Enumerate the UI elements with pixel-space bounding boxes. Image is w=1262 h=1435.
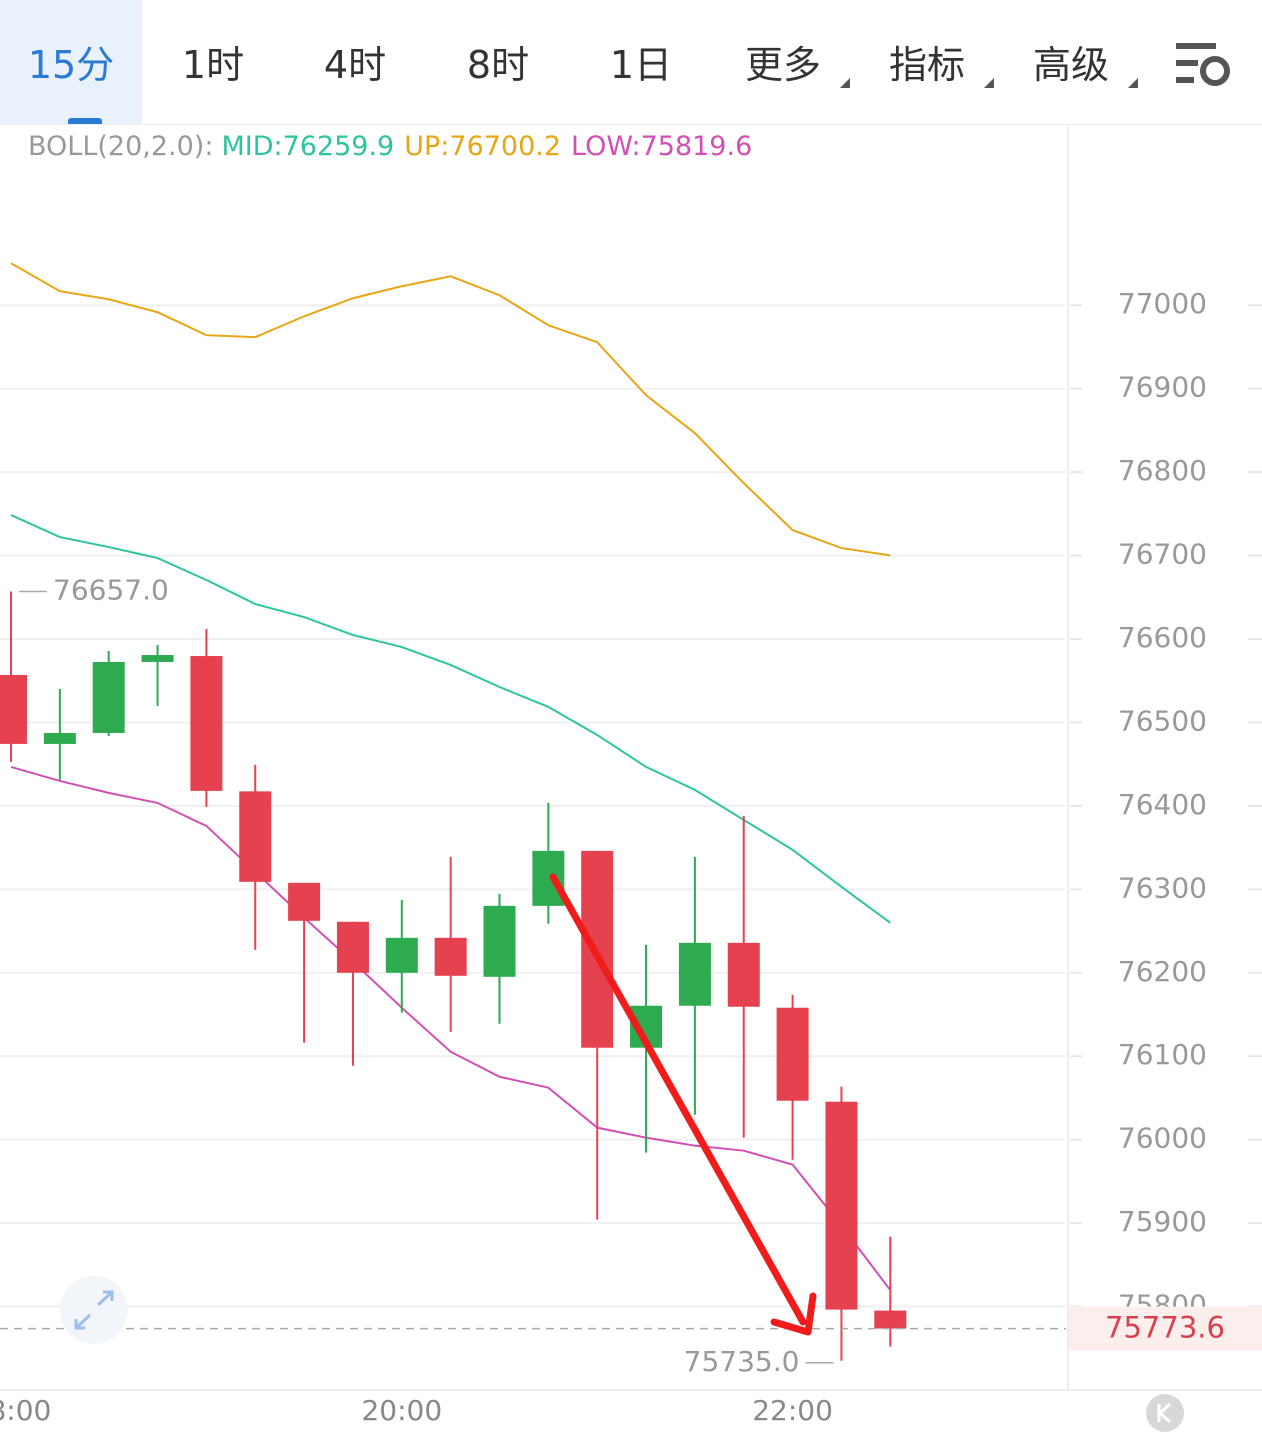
candle-body (0, 674, 27, 744)
dropdown-mark (1128, 78, 1138, 88)
tab[interactable]: 15分 (0, 0, 142, 124)
candle-body (385, 937, 418, 973)
candle-body (190, 656, 223, 791)
plot: 76657.0 75735.0 75773.6 (0, 262, 1262, 1378)
legend-entry: MID:76259.9 (221, 131, 394, 162)
y-tick-label: 76500 (1118, 704, 1207, 737)
tab[interactable]: 高级 (1032, 43, 1109, 87)
y-tick-label: 76700 (1118, 538, 1207, 571)
arrow-head (770, 1292, 817, 1336)
k-bg[interactable] (1146, 1394, 1184, 1432)
x-tick-label: 20:00 (361, 1394, 442, 1427)
tab[interactable]: 4时 (323, 43, 387, 87)
expand-icon[interactable] (74, 1290, 114, 1330)
settings-icon[interactable] (1176, 43, 1230, 86)
candle-body (92, 661, 125, 733)
last-price-label: 75773.6 (1105, 1311, 1225, 1345)
y-tick-label: 76000 (1118, 1122, 1207, 1155)
candle-body (239, 791, 272, 882)
candle-body (678, 942, 711, 1006)
y-tick-label: 76800 (1118, 454, 1207, 487)
tab[interactable]: 1日 (609, 43, 673, 87)
candle-body (141, 655, 174, 662)
candle-body (483, 905, 516, 977)
candle-body (776, 1007, 809, 1101)
y-tick-label: 76600 (1118, 621, 1207, 654)
icon-line[interactable] (1176, 60, 1198, 66)
k-button[interactable] (1146, 1394, 1184, 1432)
candle-body (825, 1101, 858, 1310)
icon-gear[interactable] (1200, 56, 1230, 86)
y-tick-label: 76300 (1118, 871, 1207, 904)
legend-text: BOLL(20,2.0): MID:76259.9 UP:76700.2 LOW:75… (28, 131, 752, 162)
toolbar: 15分 1时 4时 8时 1日 更多 指标 高级 (0, 0, 1262, 125)
dropdown-mark (840, 78, 850, 88)
legend-entry: LOW:75819.6 (571, 131, 752, 162)
dropdown-mark (984, 78, 994, 88)
candle-body (532, 850, 565, 906)
candle-body (336, 921, 369, 973)
x-tick-label: 22:00 (752, 1394, 833, 1427)
grid: 7580075900760007610076200763007640076500… (0, 287, 1262, 1427)
tab[interactable]: 8时 (466, 43, 530, 87)
trend-arrow (549, 873, 817, 1336)
candle-body (434, 937, 467, 976)
candle-body (288, 882, 321, 921)
tab[interactable]: 1时 (181, 43, 245, 87)
boll-line (10, 765, 892, 1291)
annotation-label: 75735.0 (684, 1345, 800, 1378)
y-tick-label: 75900 (1118, 1205, 1207, 1238)
y-tick-label: 76100 (1118, 1038, 1207, 1071)
expand-bg[interactable] (60, 1276, 128, 1344)
legend: BOLL(20,2.0): MID:76259.9 UP:76700.2 LOW:75… (28, 131, 752, 162)
boll-line (10, 262, 891, 557)
legend-entry: UP:76700.2 (404, 131, 561, 162)
candle-body (874, 1310, 907, 1329)
candle-body (43, 732, 76, 744)
tab[interactable]: 指标 (888, 43, 965, 87)
y-tick-label: 77000 (1118, 287, 1207, 320)
tab[interactable]: 更多 (744, 43, 821, 87)
annotation-label: 76657.0 (53, 573, 169, 606)
y-tick-label: 76200 (1118, 955, 1207, 988)
indicator-label: BOLL(20,2.0): (28, 131, 213, 162)
expand-button[interactable] (60, 1276, 128, 1344)
last-price-box (1069, 1306, 1262, 1351)
x-tick-label: 18:00 (0, 1394, 51, 1427)
candle-body (727, 942, 760, 1007)
y-tick-label: 76400 (1118, 788, 1207, 821)
icon-line[interactable] (1176, 43, 1216, 49)
icon-line[interactable] (1176, 77, 1194, 83)
arrow-shaft (549, 873, 807, 1326)
y-tick-label: 76900 (1118, 371, 1207, 404)
k-icon[interactable] (1157, 1402, 1172, 1424)
